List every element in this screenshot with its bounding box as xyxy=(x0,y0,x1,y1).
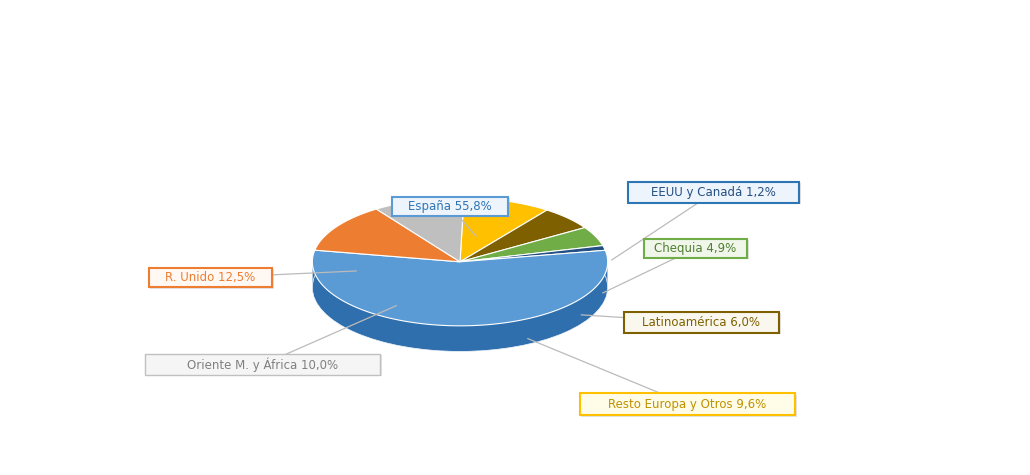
Text: España 55,8%: España 55,8% xyxy=(408,200,492,213)
FancyBboxPatch shape xyxy=(580,393,795,416)
Polygon shape xyxy=(460,246,606,262)
FancyBboxPatch shape xyxy=(623,312,780,333)
FancyBboxPatch shape xyxy=(144,354,380,375)
FancyBboxPatch shape xyxy=(393,198,510,217)
FancyBboxPatch shape xyxy=(392,197,508,216)
Polygon shape xyxy=(312,250,608,326)
FancyBboxPatch shape xyxy=(146,355,382,376)
Polygon shape xyxy=(460,228,603,262)
Text: Resto Europa y Otros 9,6%: Resto Europa y Otros 9,6% xyxy=(609,398,766,411)
FancyBboxPatch shape xyxy=(627,182,799,203)
FancyBboxPatch shape xyxy=(644,239,748,258)
FancyBboxPatch shape xyxy=(150,269,274,288)
Text: EEUU y Canadá 1,2%: EEUU y Canadá 1,2% xyxy=(651,186,776,199)
Polygon shape xyxy=(460,210,585,262)
Text: Latinoamérica 6,0%: Latinoamérica 6,0% xyxy=(643,316,760,329)
Ellipse shape xyxy=(312,223,608,352)
FancyBboxPatch shape xyxy=(581,395,797,417)
Polygon shape xyxy=(312,262,608,352)
FancyBboxPatch shape xyxy=(645,240,749,259)
Polygon shape xyxy=(315,209,460,262)
Polygon shape xyxy=(460,198,547,262)
FancyBboxPatch shape xyxy=(625,313,781,334)
Text: Chequia 4,9%: Chequia 4,9% xyxy=(654,242,736,255)
Text: R. Unido 12,5%: R. Unido 12,5% xyxy=(166,271,255,284)
FancyBboxPatch shape xyxy=(148,268,272,287)
Text: Oriente M. y África 10,0%: Oriente M. y África 10,0% xyxy=(186,357,338,372)
Polygon shape xyxy=(376,198,464,262)
FancyBboxPatch shape xyxy=(629,183,801,204)
